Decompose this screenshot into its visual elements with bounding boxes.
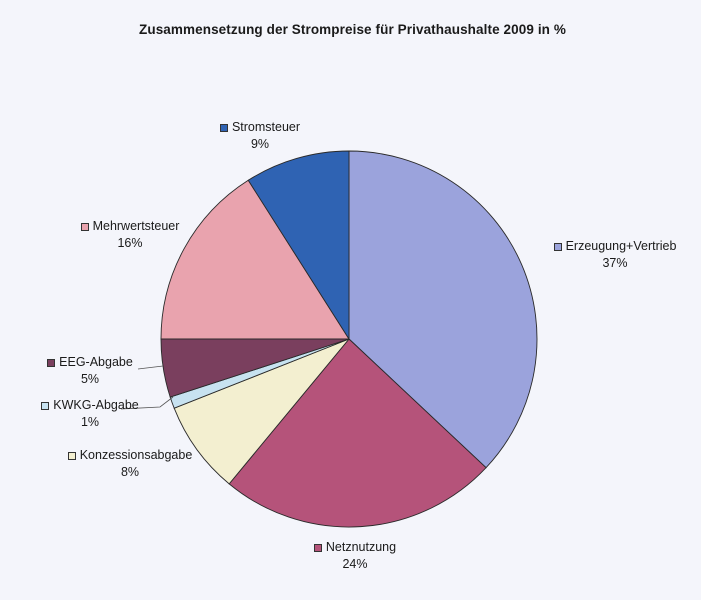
slice-label-stromsteuer: Stromsteuer 9% [200,119,320,153]
slice-label-eeg: EEG-Abgabe 5% [35,354,145,388]
chart-title: Zusammensetzung der Strompreise für Priv… [139,22,566,37]
legend-swatch-erzeugung [553,242,562,251]
legend-swatch-eeg [47,358,56,367]
slice-percent: 16% [117,236,143,250]
slice-label-konzessionsabgabe: Konzessionsabgabe 8% [40,447,220,481]
legend-swatch-konzessionsabgabe [67,451,76,460]
pie-slice-mehrwertsteuer [160,179,350,340]
slice-percent: 5% [80,372,100,386]
slice-name: Erzeugung+Vertrieb [565,239,677,253]
leader-line-kwkg [120,396,174,410]
slice-name: Netznutzung [325,540,397,554]
slice-label-erzeugung: Erzeugung+Vertrieb 37% [530,238,700,272]
slice-name: Mehrwertsteuer [92,219,180,233]
slice-label-netznutzung: Netznutzung 24% [290,539,420,573]
legend-swatch-mehrwertsteuer [80,222,89,231]
slice-name: Konzessionsabgabe [79,448,193,462]
pie-slice-konzessionsabgabe [173,338,350,485]
slice-label-kwkg: KWKG-Abgabe 1% [30,397,150,431]
slice-percent: 37% [602,256,628,270]
slice-name: Stromsteuer [231,120,301,134]
slice-label-mehrwertsteuer: Mehrwertsteuer 16% [60,218,200,252]
slice-name: KWKG-Abgabe [53,398,139,412]
leader-line-eeg [137,365,164,370]
legend-swatch-kwkg [41,401,50,410]
pie-slice-stromsteuer [247,150,350,341]
pie-slice-netznutzung [228,338,487,528]
slice-percent: 1% [80,415,100,429]
slice-name: EEG-Abgabe [59,355,133,369]
legend-swatch-stromsteuer [219,123,228,132]
slice-percent: 24% [342,557,368,571]
legend-swatch-netznutzung [313,543,322,552]
pie-slice-erzeugung-vertrieb [348,150,538,469]
slice-percent: 8% [120,465,140,479]
slice-percent: 9% [250,137,270,151]
